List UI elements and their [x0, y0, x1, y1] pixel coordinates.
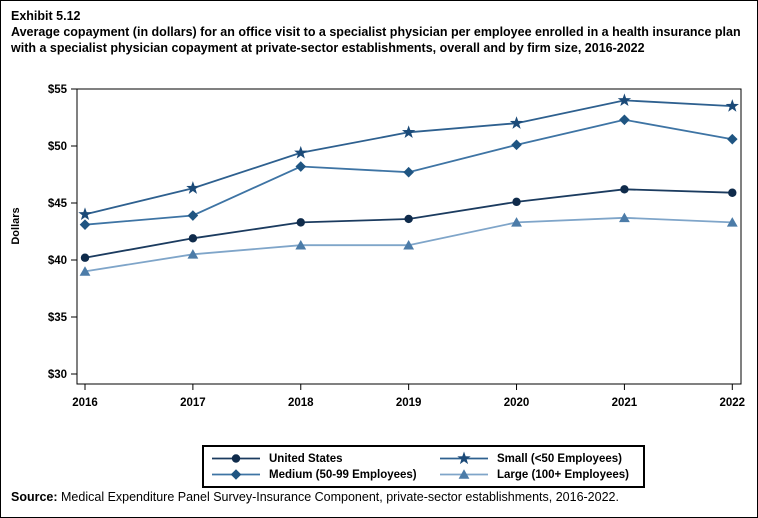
- circle-marker: [728, 188, 737, 197]
- source-label: Source:: [11, 490, 58, 504]
- circle-marker: [188, 234, 198, 243]
- triangle-marker: [619, 212, 630, 223]
- series-markers-large-100-employees: [79, 212, 738, 276]
- triangle-icon: [440, 469, 488, 479]
- circle-marker: [80, 253, 90, 262]
- x-tick-label: 2019: [396, 397, 422, 409]
- source-line: Source: Medical Expenditure Panel Survey…: [11, 490, 755, 504]
- y-tick-label: $55: [48, 84, 68, 96]
- diamond-marker: [79, 219, 91, 230]
- triangle-marker: [295, 239, 307, 250]
- triangle-marker: [403, 239, 415, 250]
- legend-item-united-states: United States: [212, 451, 430, 466]
- chart-title: Average copayment (in dollars) for an of…: [11, 25, 741, 55]
- y-tick-label: $50: [48, 141, 67, 153]
- legend-label: Small (<50 Employees): [497, 452, 622, 465]
- circle-icon: [212, 454, 260, 463]
- circle-marker: [404, 214, 413, 224]
- circle-marker: [512, 197, 521, 207]
- diamond-marker: [619, 114, 630, 126]
- star-marker: [509, 116, 524, 129]
- star-marker: [401, 125, 416, 138]
- legend: United States Small (<50 Employees) Medium…: [202, 445, 645, 488]
- triangle-marker: [79, 266, 91, 276]
- series-line-small-50-employees: [84, 99, 733, 216]
- y-tick-label: $45: [48, 198, 68, 210]
- series-markers-small-50-employees: [78, 93, 739, 221]
- circle-marker: [231, 454, 241, 463]
- legend-item-small-50-employees: Small (<50 Employees): [440, 451, 629, 466]
- diamond-marker: [511, 139, 522, 151]
- x-tick-label: 2020: [504, 397, 530, 409]
- star-marker: [78, 207, 92, 221]
- legend-item-medium-50-99-employees: Medium (50-99 Employees): [212, 467, 430, 482]
- x-tick-label: 2018: [288, 397, 314, 409]
- x-tick-label: 2016: [72, 397, 98, 409]
- series-markers-united-states: [80, 185, 737, 262]
- diamond-marker: [403, 166, 414, 178]
- y-axis-title: Dollars: [10, 207, 22, 244]
- x-axis: 2016 2017 2018 2019 2020 2021 2022: [72, 384, 745, 409]
- series-markers-medium-50-99-employees: [79, 114, 738, 230]
- star-marker: [725, 99, 739, 112]
- y-tick-label: $35: [48, 312, 68, 324]
- triangle-marker: [726, 217, 738, 227]
- diamond-marker: [187, 210, 199, 221]
- diamond-marker: [230, 469, 242, 480]
- legend-label: United States: [269, 452, 343, 465]
- legend-label: Large (100+ Employees): [497, 468, 629, 481]
- x-tick-label: 2022: [720, 397, 746, 409]
- triangle-marker: [458, 469, 470, 479]
- diamond-marker: [727, 133, 738, 145]
- y-tick-label: $40: [48, 255, 67, 267]
- legend-label: Medium (50-99 Employees): [269, 468, 417, 481]
- exhibit-number: Exhibit 5.12: [11, 9, 81, 23]
- x-tick-label: 2021: [612, 397, 638, 409]
- diamond-marker: [295, 161, 307, 172]
- star-marker: [186, 181, 200, 194]
- title-block: Exhibit 5.12 Average copayment (in dolla…: [11, 8, 755, 56]
- circle-marker: [296, 218, 305, 227]
- star-marker: [617, 93, 632, 107]
- x-tick-label: 2017: [180, 397, 206, 409]
- star-marker: [294, 145, 308, 159]
- diamond-icon: [212, 469, 260, 480]
- star-icon: [440, 451, 488, 465]
- triangle-marker: [187, 249, 199, 259]
- triangle-marker: [511, 217, 522, 227]
- source-text: Medical Expenditure Panel Survey-Insuran…: [57, 490, 619, 504]
- legend-item-large-100-employees: Large (100+ Employees): [440, 467, 629, 482]
- star-marker: [457, 451, 471, 465]
- y-tick-label: $30: [48, 369, 67, 381]
- y-axis: $30 $35 $40 $45 $50 $55: [48, 84, 77, 381]
- circle-marker: [620, 185, 629, 194]
